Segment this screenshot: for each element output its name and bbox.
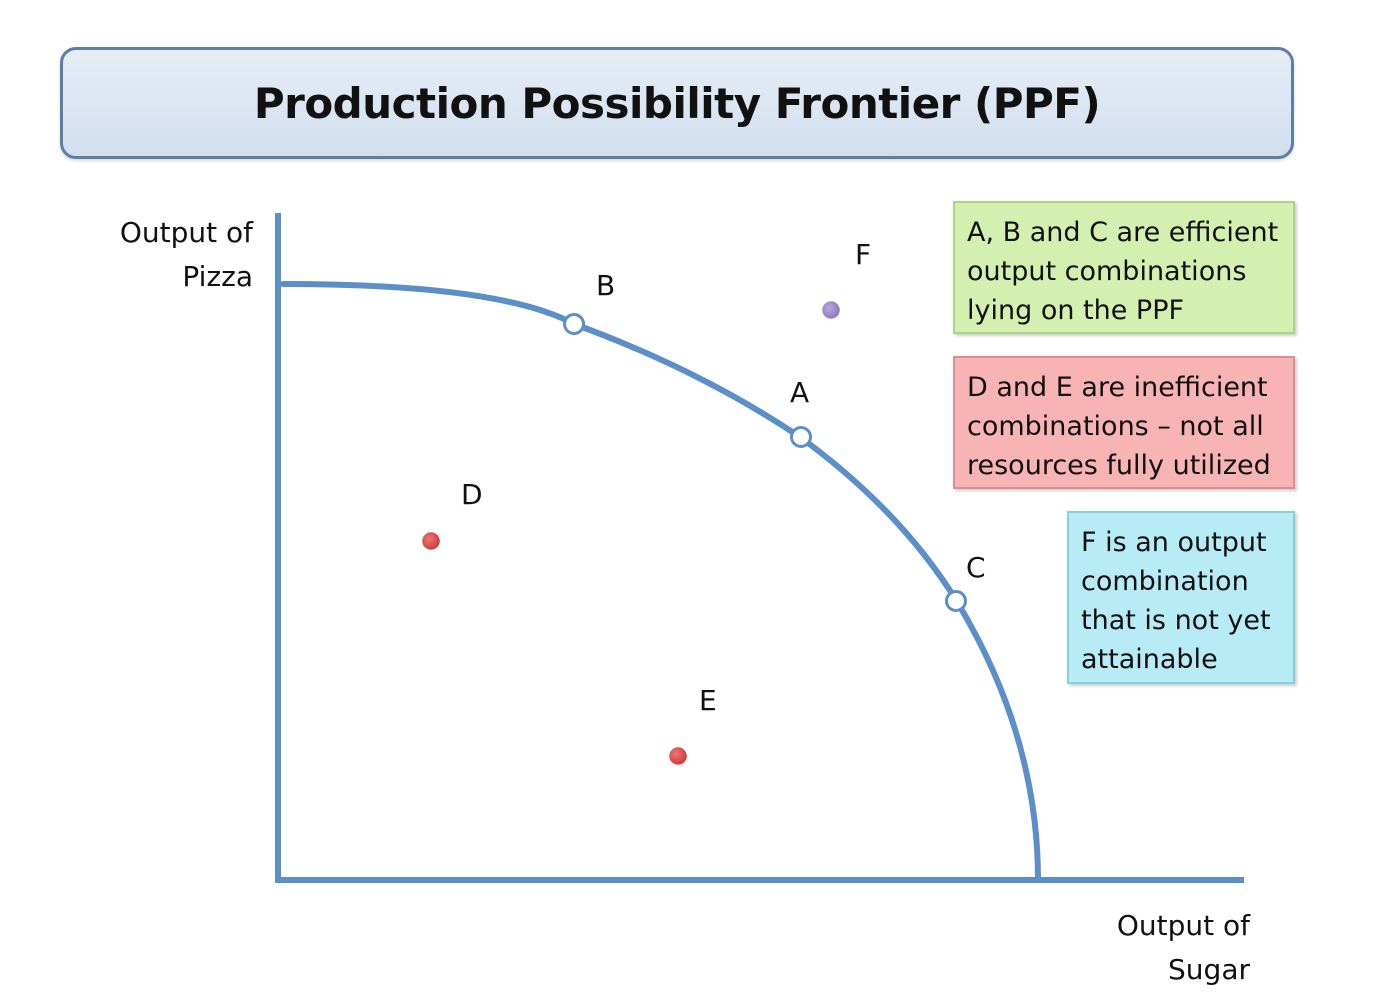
note-unattainable-line-3: that is not yet [1081,605,1271,636]
point-a-marker [790,426,812,448]
x-axis-label-line-2: Sugar [1168,953,1250,986]
point-d-marker [419,529,443,553]
note-unattainable-line-4: attainable [1081,644,1218,675]
point-b-marker [563,313,585,335]
note-inefficient-line-3: resources fully utilized [967,450,1271,481]
ppf-curve [280,281,1041,883]
x-axis-label-line-1: Output of [1116,909,1250,942]
page-title: Production Possibility Frontier (PPF) [253,78,1101,128]
point-c-label: C [966,551,986,584]
note-inefficient-line-1: D and E are inefficient [967,372,1268,403]
point-b-label: B [596,269,615,302]
point-a-label: A [790,376,809,409]
point-f-marker [819,298,843,322]
note-efficient: A, B and C are efficient output combinat… [953,201,1295,334]
point-e-label: E [699,684,717,717]
note-efficient-line-3: lying on the PPF [967,295,1185,326]
note-efficient-line-2: output combinations [967,256,1247,287]
y-axis-label-line-1: Output of [119,216,253,249]
note-unattainable: F is an output combination that is not y… [1067,511,1295,684]
point-f-label: F [855,238,871,271]
x-axis-label: Output of Sugar [1050,904,1250,992]
y-axis-label: Output of Pizza [60,211,253,299]
point-e-marker [666,744,690,768]
note-unattainable-line-2: combination [1081,566,1249,597]
note-inefficient-line-2: combinations – not all [967,411,1264,442]
point-c-marker [945,590,967,612]
point-d-label: D [461,478,483,511]
note-efficient-line-1: A, B and C are efficient [967,217,1279,248]
y-axis-label-line-2: Pizza [182,260,253,293]
title-banner: Production Possibility Frontier (PPF) [60,47,1294,159]
note-inefficient: D and E are inefficient combinations – n… [953,356,1295,489]
note-unattainable-line-1: F is an output [1081,527,1267,558]
